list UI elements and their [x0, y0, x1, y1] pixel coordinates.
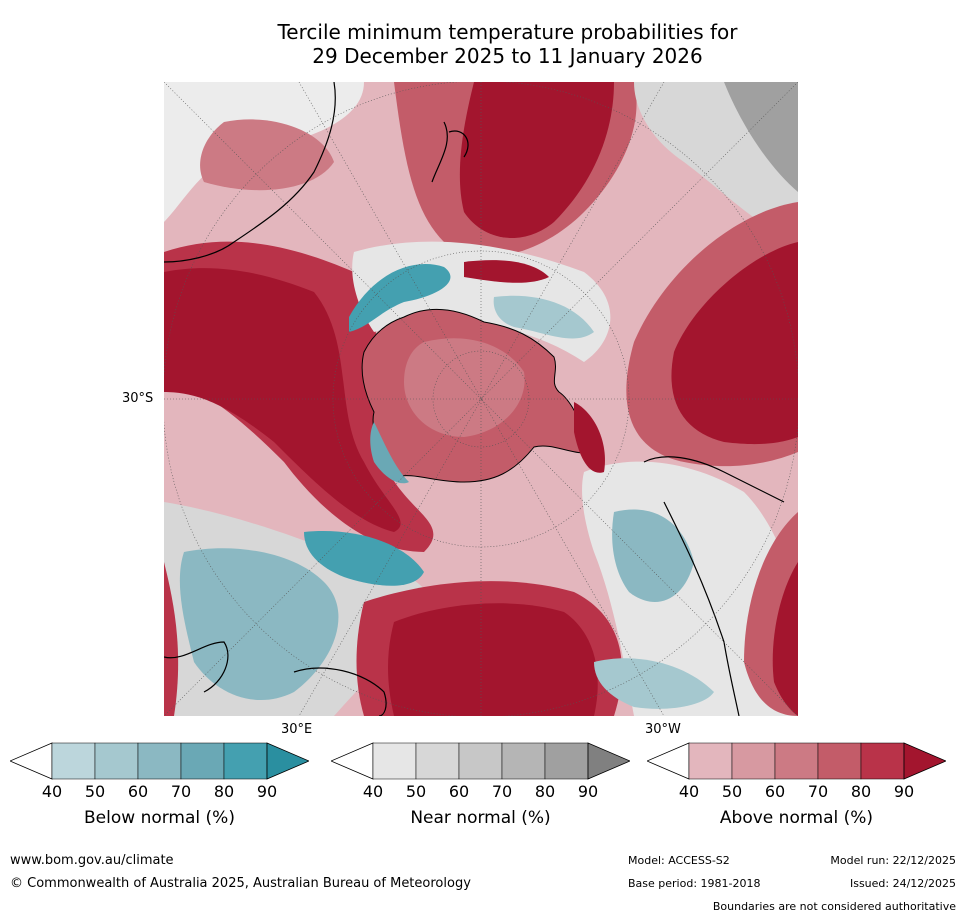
legend-colorbar [10, 742, 309, 780]
legend-tick-label: 80 [850, 782, 872, 801]
legend-swatch [458, 742, 503, 780]
legend-extend-low [331, 742, 374, 780]
above-normal-region [200, 119, 334, 191]
legend-tick-label: 90 [577, 782, 599, 801]
lon-label-30w: 30°W [645, 722, 681, 737]
below-normal-region [179, 548, 339, 701]
footer-base-period: Base period: 1981-2018 [628, 877, 761, 890]
legend-tick-label: 60 [127, 782, 149, 801]
near-normal-region [724, 82, 798, 192]
lon-label-30e: 30°E [281, 722, 313, 737]
above-normal-region [459, 82, 614, 239]
legend-swatch [860, 742, 905, 780]
legend-colorbar [647, 742, 946, 780]
legend-tick-label: 90 [256, 782, 278, 801]
legend-swatch [774, 742, 819, 780]
legend-swatch [817, 742, 862, 780]
legend-swatch [544, 742, 589, 780]
above-normal-region [388, 603, 598, 716]
legend-swatch [731, 742, 776, 780]
below-normal-region [612, 509, 694, 602]
legend-tick-label: 50 [721, 782, 743, 801]
chart-title: Tercile minimum temperature probabilitie… [0, 20, 965, 68]
coastline-new-zealand [431, 121, 469, 183]
legend-swatch [372, 742, 417, 780]
legend-tick-label: 50 [84, 782, 106, 801]
above-normal-region [574, 402, 605, 473]
below-normal-region [349, 264, 451, 332]
legend-extend-high [587, 742, 630, 780]
below-normal-region [594, 658, 714, 709]
legend-swatch [94, 742, 139, 780]
below-normal-region [370, 422, 409, 484]
graticule-line [164, 82, 798, 716]
legend-swatch [223, 742, 268, 780]
graticule-line [298, 82, 665, 716]
legend-tick-label: 50 [405, 782, 427, 801]
coastline-australia [164, 641, 387, 716]
legend-tick-label: 40 [678, 782, 700, 801]
below-normal-region [493, 295, 594, 339]
footer-url: www.bom.gov.au/climate [10, 853, 174, 868]
above-normal-region [404, 338, 525, 437]
coastline-africa [164, 82, 336, 263]
above-normal-region [464, 260, 549, 283]
near-normal-region [164, 82, 364, 222]
footer-disclaimer: Boundaries are not considered authoritat… [712, 900, 956, 913]
legend-extend-high [266, 742, 309, 780]
legend-swatch [501, 742, 546, 780]
legend-extend-low [647, 742, 690, 780]
legend-tick-label: 60 [448, 782, 470, 801]
above-normal-region [164, 562, 179, 716]
title-line-2: 29 December 2025 to 11 January 2026 [312, 44, 703, 68]
above-normal-region [164, 268, 401, 532]
legend-tick-label: 70 [807, 782, 829, 801]
legend-title: Above normal (%) [719, 808, 874, 828]
legend-tick-label: 40 [362, 782, 384, 801]
above-normal-region [671, 242, 798, 445]
legend-tick-label: 70 [491, 782, 513, 801]
title-line-1: Tercile minimum temperature probabilitie… [277, 20, 738, 44]
footer-issued: Issued: 24/12/2025 [849, 877, 956, 890]
legend-swatch [51, 742, 96, 780]
legend-swatch [180, 742, 225, 780]
legend-title: Near normal (%) [410, 808, 551, 828]
graticule-line [164, 82, 798, 716]
legend-colorbar [331, 742, 630, 780]
legend-extend-high [903, 742, 946, 780]
legend-swatch [415, 742, 460, 780]
legend-tick-label: 80 [534, 782, 556, 801]
legend-extend-low [10, 742, 53, 780]
footer-copyright: © Commonwealth of Australia 2025, Austra… [10, 876, 471, 891]
above-normal-region [772, 562, 798, 716]
below-normal-region [304, 531, 424, 586]
graticule-circle [432, 350, 530, 448]
coastline-south-america [643, 456, 785, 716]
legend-tick-label: 70 [170, 782, 192, 801]
probability-map [164, 82, 798, 716]
legend-tick-label: 40 [41, 782, 63, 801]
legend-swatch [137, 742, 182, 780]
legend-title: Below normal (%) [84, 808, 235, 828]
footer-model-run: Model run: 22/12/2025 [830, 854, 956, 867]
graticule-line [298, 82, 665, 716]
lat-label-30s: 30°S [122, 391, 154, 406]
legend-tick-label: 90 [893, 782, 915, 801]
legend-tick-label: 60 [764, 782, 786, 801]
legend-tick-label: 80 [213, 782, 235, 801]
footer-model: Model: ACCESS-S2 [628, 854, 730, 867]
legend-swatch [688, 742, 733, 780]
